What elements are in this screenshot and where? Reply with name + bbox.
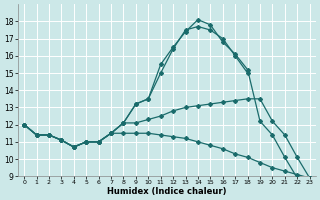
- X-axis label: Humidex (Indice chaleur): Humidex (Indice chaleur): [107, 187, 227, 196]
